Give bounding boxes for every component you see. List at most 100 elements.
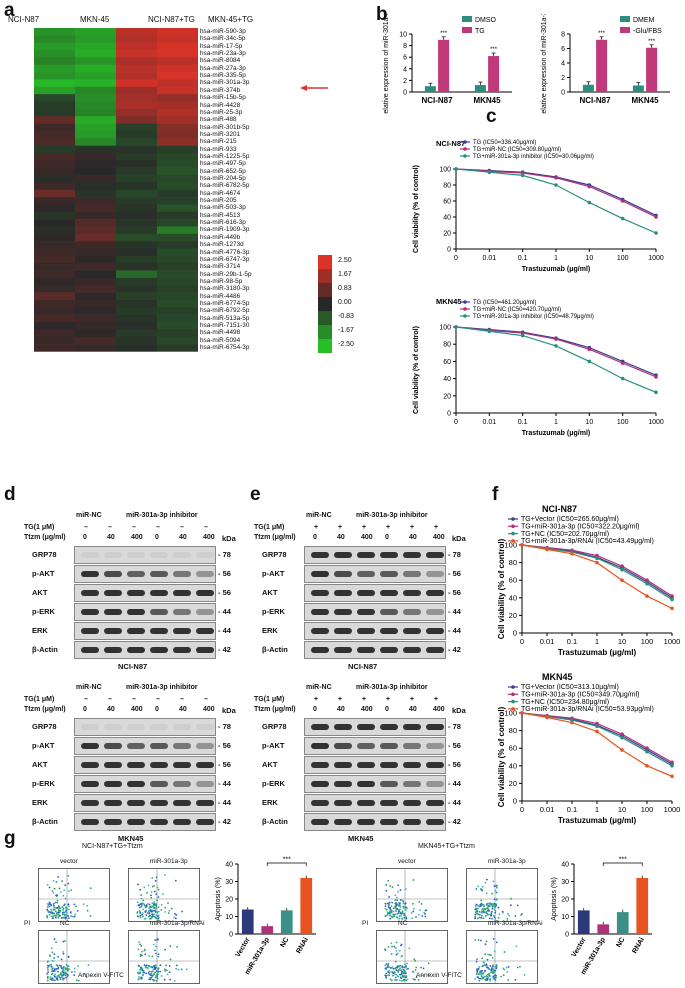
band [426,724,444,730]
flow-event [402,905,405,908]
flow-event [148,912,150,915]
flow-dots [377,931,447,983]
legend-swatch [620,27,630,33]
blot-strip [304,565,446,583]
flow-event [149,978,152,981]
significance-bracket [266,862,307,866]
flow-event [493,971,496,974]
lane-tg-value: – [180,524,184,531]
flow-event [53,953,56,956]
band [196,628,214,634]
flow-event [389,978,392,981]
flow-plot [38,868,110,922]
flow-event [386,974,389,977]
band [311,781,329,787]
band [380,819,398,825]
flow-event [139,971,142,974]
y-axis-label: Cell viability (% of control) [413,326,420,414]
y-tick-label: 60 [509,576,517,585]
flow-event [492,880,495,883]
flow-event [67,917,70,919]
flow-event [53,979,56,982]
heatmap-row-label: hsa-miR-4776-3p [200,248,250,256]
blot-group-label: miR-NC [306,684,332,691]
flow-event [484,881,487,884]
flow-event [136,901,139,904]
flow-event [52,892,55,894]
flow-event [394,913,396,916]
flow-event [175,964,178,967]
flow-event [509,904,512,907]
flow-event [413,958,416,961]
flow-event [523,973,526,976]
heatmap-row-label: hsa-miR-6747-3p [200,255,250,263]
flow-event [398,902,401,904]
flow-event [385,908,388,911]
flow-event [57,970,59,973]
data-point [554,337,558,341]
heatmap-cell [75,263,116,271]
heatmap-row-label: hsa-miR-204-5p [200,175,246,182]
band [104,628,122,634]
flow-event [476,910,479,913]
flow-event [65,916,68,919]
heatmap-row-label: hsa-miR-374b [200,86,241,94]
flow-event [51,911,54,914]
kda-value: - 56 [448,760,461,769]
kda-value: - 56 [218,760,231,769]
lane-tg-value: – [132,524,136,531]
flow-event [404,976,407,979]
flow-event [155,914,158,917]
kda-value: - 44 [448,779,461,788]
lane-tg-value: + [386,524,391,531]
blot-row-label: TG(1 μM) [24,524,55,531]
flow-event [147,884,150,887]
flow-event [385,889,388,892]
flow-event [384,964,387,967]
flow-event [52,970,55,972]
heatmap-cell [75,292,116,301]
flow-event [54,973,56,976]
flow-event [391,886,394,889]
heatmap-cell [75,145,116,154]
heatmap-cell [116,130,157,139]
legend-marker [463,140,467,144]
band [127,571,145,577]
flow-event [482,976,485,979]
flow-event [142,899,145,902]
x-tick-label: 0.1 [518,255,528,262]
heatmap-cell [157,197,198,205]
flow-event [154,911,157,913]
y-tick-label: 80 [509,558,517,567]
flow-event [174,917,177,920]
x-axis-label: Trastuzumab (μg/ml) [522,266,590,273]
flow-event [489,971,492,974]
chart-title: MKN45 [436,297,461,306]
x-tick-label: 0 [454,255,458,262]
heatmap-cell [116,42,157,51]
bar [474,85,486,92]
flow-event [492,915,495,917]
heatmap-cell [34,322,75,330]
heatmap-col-header-3: NCI-N87+TG [148,15,195,24]
kda-value: - 78 [218,722,231,731]
flow-event [398,950,401,952]
heatmap-cell [34,145,75,154]
protein-label: ERK [32,626,48,635]
heatmap-cell [75,130,116,139]
flow-event [70,889,73,892]
heatmap-cell [34,101,75,110]
flow-event [491,910,493,913]
blot-strip [74,794,216,812]
flow-event [412,910,415,913]
flow-event [494,911,497,914]
flow-event [498,913,501,916]
flow-dots [129,869,199,921]
band [104,571,122,577]
band [173,800,191,806]
blot-strip [304,775,446,793]
flow-event [406,907,408,909]
kda-header: kDa [452,706,466,715]
flow-event [421,915,424,917]
bar [438,39,450,92]
